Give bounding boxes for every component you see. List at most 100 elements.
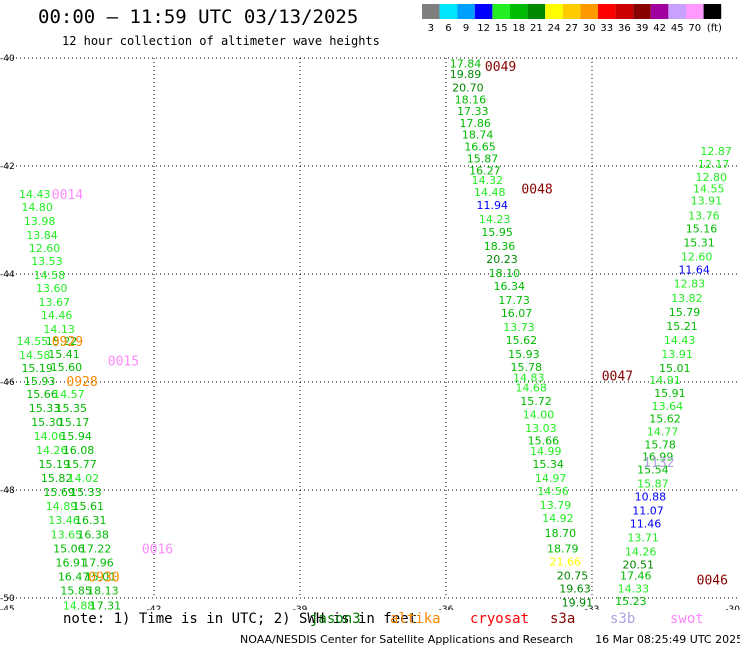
x-tick-label: -36 <box>439 605 454 610</box>
scale-label: 36 <box>618 23 631 34</box>
wave-height-label: 14.77 <box>647 426 679 439</box>
wave-height-label: 14.26 <box>625 546 657 559</box>
wave-height-label: 13.03 <box>525 422 557 435</box>
wave-height-label: 14.46 <box>41 309 73 322</box>
legend-entry-jason3: jason3 <box>310 611 361 627</box>
wave-height-label: 13.91 <box>691 195 723 208</box>
wave-height-label: 15.91 <box>654 387 686 400</box>
x-tick-label: -45 <box>0 605 15 610</box>
wave-height-label: 13.82 <box>671 292 703 305</box>
scale-label: 3 <box>428 23 434 34</box>
legend-entry-altika: altika <box>390 611 441 627</box>
scale-swatch <box>598 4 616 19</box>
wave-height-label: 15.78 <box>511 361 543 374</box>
wave-height-label: 15.01 <box>659 362 691 375</box>
wave-height-label: 15.22 <box>46 335 78 348</box>
x-tick-label: -39 <box>293 605 308 610</box>
wave-height-label: 15.34 <box>532 458 564 471</box>
scale-label: 45 <box>671 23 684 34</box>
pass-time-label: 0016 <box>142 542 173 557</box>
scale-label: 15 <box>495 23 508 34</box>
pass-time-label: 0049 <box>485 60 516 75</box>
wave-height-label: 13.53 <box>31 255 63 268</box>
pass-time-label: 0930 <box>88 570 119 585</box>
pass-time-label: 1132 <box>643 456 674 471</box>
wave-height-label: 15.17 <box>58 416 90 429</box>
wave-height-label: 15.31 <box>683 237 715 250</box>
wave-height-label: 12.80 <box>695 171 727 184</box>
x-tick-label: -33 <box>585 605 600 610</box>
wave-height-label: 13.84 <box>26 229 58 242</box>
wave-height-label: 15.62 <box>649 413 681 426</box>
wave-height-label: 15.06 <box>53 542 85 555</box>
scale-label: 6 <box>445 23 451 34</box>
wave-height-label: 16.08 <box>63 444 95 457</box>
scale-label: 33 <box>600 23 613 34</box>
y-tick-label: -46 <box>0 378 15 388</box>
wave-height-label: 17.31 <box>90 600 122 610</box>
scale-label: 9 <box>463 23 469 34</box>
pass-time-label: 0015 <box>108 354 139 369</box>
wave-height-label: 14.33 <box>618 582 650 595</box>
scale-swatch <box>422 4 440 19</box>
credit-line: NOAA/NESDIS Center for Satellite Applica… <box>240 633 740 646</box>
wave-height-label: 20.51 <box>622 559 654 572</box>
units-note: note: 1) Time is in UTC; 2) SWH is in fe… <box>63 611 418 627</box>
wave-height-label: 15.41 <box>48 348 80 361</box>
wave-height-label: 14.58 <box>19 349 51 362</box>
wave-height-label: 15.79 <box>669 306 701 319</box>
wave-height-label: 15.66 <box>528 434 560 447</box>
wave-height-label: 14.26 <box>36 444 68 457</box>
wave-height-label: 18.79 <box>547 542 579 555</box>
wave-height-label: 11.07 <box>632 505 664 518</box>
wave-height-label: 15.77 <box>65 458 97 471</box>
scale-swatch <box>580 4 598 19</box>
wave-height-label: 13.91 <box>661 348 693 361</box>
wave-height-label: 16.65 <box>464 141 496 154</box>
wave-height-label: 11.46 <box>630 517 662 530</box>
wave-height-label: 18.70 <box>545 527 577 540</box>
wave-height-label: 13.64 <box>652 400 684 413</box>
wave-height-label: 15.60 <box>51 361 83 374</box>
wave-height-label: 12.60 <box>29 242 61 255</box>
wave-height-label: 15.93 <box>508 348 540 361</box>
wave-height-label: 15.94 <box>60 430 92 443</box>
wave-height-label: 20.23 <box>486 253 518 266</box>
scale-label: 30 <box>583 23 596 34</box>
wave-height-label: 19.91 <box>562 596 594 609</box>
wave-height-label: 13.71 <box>627 532 659 545</box>
scale-label: 42 <box>653 23 666 34</box>
wave-height-label: 12.60 <box>681 251 713 264</box>
scale-swatch <box>439 4 458 19</box>
wave-height-label: 15.23 <box>615 595 647 608</box>
pass-time-label: 0928 <box>66 375 97 390</box>
scale-swatch <box>703 4 722 19</box>
wave-height-label: 14.91 <box>649 374 681 387</box>
scale-swatch <box>633 4 651 19</box>
altimeter-wave-height-chart: -45 -42 -39 -36 -33 -30 -40 -42 -44 -46 -48 -50 17.8… <box>0 54 740 610</box>
scale-swatch <box>527 4 546 19</box>
wave-height-label: 14.06 <box>34 430 66 443</box>
wave-height-label: 15.30 <box>31 416 63 429</box>
wave-height-label: 14.83 <box>513 372 545 385</box>
wave-height-label: 13.79 <box>540 499 572 512</box>
wave-height-label: 14.48 <box>474 186 506 199</box>
wave-height-label: 16.31 <box>75 514 107 527</box>
scale-swatch <box>492 4 510 19</box>
scale-swatch <box>545 4 563 19</box>
wave-height-label: 15.82 <box>41 472 73 485</box>
wave-height-label: 14.88 <box>63 600 95 610</box>
wave-height-label: 15.61 <box>73 500 105 513</box>
y-tick-label: -44 <box>0 270 15 280</box>
page-title: 00:00 – 11:59 UTC 03/13/2025 <box>38 6 359 28</box>
wave-height-label: 14.97 <box>535 472 567 485</box>
wave-height-label: 19.89 <box>450 68 482 81</box>
wave-height-label: 18.13 <box>87 584 119 597</box>
wave-height-label: 14.04 <box>613 608 645 610</box>
wave-height-label: 15.33 <box>29 402 61 415</box>
scale-swatch <box>457 4 475 19</box>
pass-time-label: 0046 <box>697 574 728 589</box>
scale-label: 24 <box>548 23 561 34</box>
wave-height-label: 15.62 <box>506 334 538 347</box>
scale-label: 70 <box>688 23 701 34</box>
